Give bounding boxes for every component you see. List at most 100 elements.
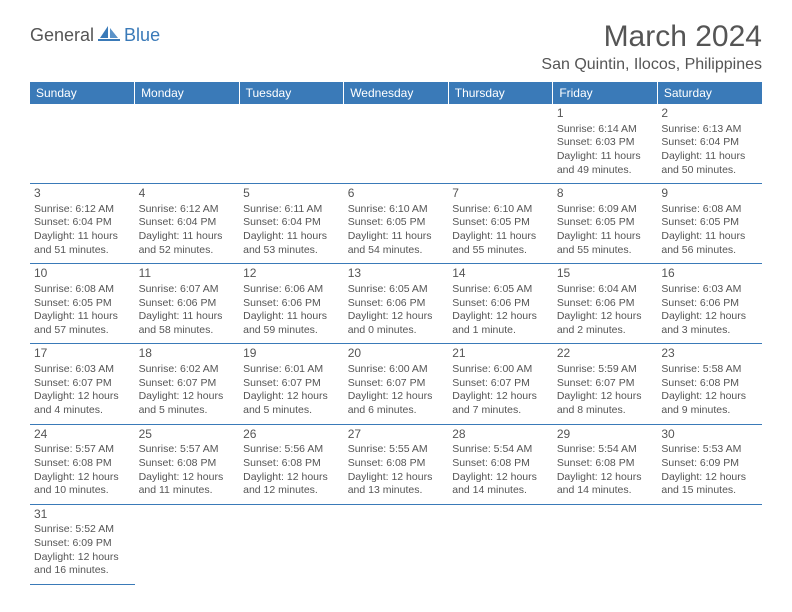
calendar-cell: 23Sunrise: 5:58 AMSunset: 6:08 PMDayligh…: [657, 344, 762, 424]
calendar-row: 3Sunrise: 6:12 AMSunset: 6:04 PMDaylight…: [30, 184, 762, 264]
day-header: Sunday: [30, 82, 135, 104]
day-number: 9: [661, 186, 758, 202]
sunset-text: Sunset: 6:07 PM: [348, 377, 445, 391]
calendar-cell: 13Sunrise: 6:05 AMSunset: 6:06 PMDayligh…: [344, 264, 449, 344]
sunset-text: Sunset: 6:05 PM: [661, 216, 758, 230]
day-number: 10: [34, 266, 131, 282]
sunrise-text: Sunrise: 6:00 AM: [348, 363, 445, 377]
calendar-cell: 16Sunrise: 6:03 AMSunset: 6:06 PMDayligh…: [657, 264, 762, 344]
calendar-cell: 29Sunrise: 5:54 AMSunset: 6:08 PMDayligh…: [553, 424, 658, 504]
calendar-cell: [239, 504, 344, 584]
daylight-text: and 52 minutes.: [139, 244, 236, 258]
sunrise-text: Sunrise: 6:13 AM: [661, 123, 758, 137]
day-number: 23: [661, 346, 758, 362]
day-header: Friday: [553, 82, 658, 104]
daylight-text: Daylight: 11 hours: [557, 150, 654, 164]
day-number: 5: [243, 186, 340, 202]
daylight-text: and 57 minutes.: [34, 324, 131, 338]
sunrise-text: Sunrise: 6:08 AM: [34, 283, 131, 297]
calendar-cell: 5Sunrise: 6:11 AMSunset: 6:04 PMDaylight…: [239, 184, 344, 264]
page-header: General Blue March 2024 San Quintin, Ilo…: [30, 20, 762, 74]
calendar-cell: [135, 104, 240, 184]
calendar-row: 17Sunrise: 6:03 AMSunset: 6:07 PMDayligh…: [30, 344, 762, 424]
daylight-text: and 10 minutes.: [34, 484, 131, 498]
calendar-row: 31Sunrise: 5:52 AMSunset: 6:09 PMDayligh…: [30, 504, 762, 584]
sunrise-text: Sunrise: 5:54 AM: [452, 443, 549, 457]
sunset-text: Sunset: 6:07 PM: [243, 377, 340, 391]
daylight-text: and 14 minutes.: [557, 484, 654, 498]
day-number: 3: [34, 186, 131, 202]
daylight-text: Daylight: 11 hours: [661, 150, 758, 164]
calendar-cell: 3Sunrise: 6:12 AMSunset: 6:04 PMDaylight…: [30, 184, 135, 264]
daylight-text: Daylight: 12 hours: [452, 390, 549, 404]
sunset-text: Sunset: 6:04 PM: [661, 136, 758, 150]
day-header: Tuesday: [239, 82, 344, 104]
calendar-cell: [344, 504, 449, 584]
sunset-text: Sunset: 6:08 PM: [557, 457, 654, 471]
daylight-text: and 12 minutes.: [243, 484, 340, 498]
daylight-text: Daylight: 11 hours: [452, 230, 549, 244]
logo: General Blue: [30, 24, 160, 47]
daylight-text: Daylight: 12 hours: [34, 471, 131, 485]
daylight-text: and 3 minutes.: [661, 324, 758, 338]
daylight-text: and 5 minutes.: [139, 404, 236, 418]
calendar-page: General Blue March 2024 San Quintin, Ilo…: [0, 0, 792, 605]
sunset-text: Sunset: 6:09 PM: [34, 537, 131, 551]
day-header: Monday: [135, 82, 240, 104]
daylight-text: Daylight: 12 hours: [348, 310, 445, 324]
daylight-text: and 7 minutes.: [452, 404, 549, 418]
sunrise-text: Sunrise: 6:12 AM: [34, 203, 131, 217]
daylight-text: Daylight: 11 hours: [34, 230, 131, 244]
sunrise-text: Sunrise: 6:00 AM: [452, 363, 549, 377]
sunset-text: Sunset: 6:06 PM: [661, 297, 758, 311]
daylight-text: and 11 minutes.: [139, 484, 236, 498]
daylight-text: and 50 minutes.: [661, 164, 758, 178]
sunrise-text: Sunrise: 6:11 AM: [243, 203, 340, 217]
sunset-text: Sunset: 6:05 PM: [452, 216, 549, 230]
daylight-text: Daylight: 12 hours: [348, 390, 445, 404]
day-number: 4: [139, 186, 236, 202]
sunrise-text: Sunrise: 6:05 AM: [348, 283, 445, 297]
daylight-text: Daylight: 11 hours: [661, 230, 758, 244]
sunset-text: Sunset: 6:04 PM: [243, 216, 340, 230]
daylight-text: Daylight: 12 hours: [661, 310, 758, 324]
sunset-text: Sunset: 6:04 PM: [34, 216, 131, 230]
calendar-cell: 2Sunrise: 6:13 AMSunset: 6:04 PMDaylight…: [657, 104, 762, 184]
daylight-text: Daylight: 12 hours: [243, 471, 340, 485]
sunrise-text: Sunrise: 6:14 AM: [557, 123, 654, 137]
day-number: 11: [139, 266, 236, 282]
daylight-text: Daylight: 12 hours: [452, 471, 549, 485]
calendar-cell: 27Sunrise: 5:55 AMSunset: 6:08 PMDayligh…: [344, 424, 449, 504]
calendar-cell: 18Sunrise: 6:02 AMSunset: 6:07 PMDayligh…: [135, 344, 240, 424]
day-header: Wednesday: [344, 82, 449, 104]
daylight-text: Daylight: 11 hours: [139, 310, 236, 324]
daylight-text: and 55 minutes.: [452, 244, 549, 258]
calendar-cell: [657, 504, 762, 584]
calendar-cell: 4Sunrise: 6:12 AMSunset: 6:04 PMDaylight…: [135, 184, 240, 264]
daylight-text: Daylight: 12 hours: [34, 390, 131, 404]
day-number: 14: [452, 266, 549, 282]
calendar-cell: 24Sunrise: 5:57 AMSunset: 6:08 PMDayligh…: [30, 424, 135, 504]
daylight-text: Daylight: 12 hours: [139, 471, 236, 485]
daylight-text: Daylight: 12 hours: [661, 471, 758, 485]
daylight-text: and 1 minute.: [452, 324, 549, 338]
sunset-text: Sunset: 6:08 PM: [452, 457, 549, 471]
sunset-text: Sunset: 6:08 PM: [139, 457, 236, 471]
sunset-text: Sunset: 6:08 PM: [661, 377, 758, 391]
calendar-cell: 14Sunrise: 6:05 AMSunset: 6:06 PMDayligh…: [448, 264, 553, 344]
calendar-row: 10Sunrise: 6:08 AMSunset: 6:05 PMDayligh…: [30, 264, 762, 344]
sunset-text: Sunset: 6:04 PM: [139, 216, 236, 230]
sunset-text: Sunset: 6:05 PM: [348, 216, 445, 230]
calendar-cell: 15Sunrise: 6:04 AMSunset: 6:06 PMDayligh…: [553, 264, 658, 344]
daylight-text: and 54 minutes.: [348, 244, 445, 258]
logo-text-general: General: [30, 25, 94, 46]
daylight-text: and 16 minutes.: [34, 564, 131, 578]
calendar-cell: 11Sunrise: 6:07 AMSunset: 6:06 PMDayligh…: [135, 264, 240, 344]
calendar-cell: 19Sunrise: 6:01 AMSunset: 6:07 PMDayligh…: [239, 344, 344, 424]
sunrise-text: Sunrise: 5:55 AM: [348, 443, 445, 457]
calendar-table: Sunday Monday Tuesday Wednesday Thursday…: [30, 82, 762, 585]
sunrise-text: Sunrise: 6:09 AM: [557, 203, 654, 217]
calendar-cell: 28Sunrise: 5:54 AMSunset: 6:08 PMDayligh…: [448, 424, 553, 504]
sunset-text: Sunset: 6:06 PM: [243, 297, 340, 311]
day-number: 8: [557, 186, 654, 202]
